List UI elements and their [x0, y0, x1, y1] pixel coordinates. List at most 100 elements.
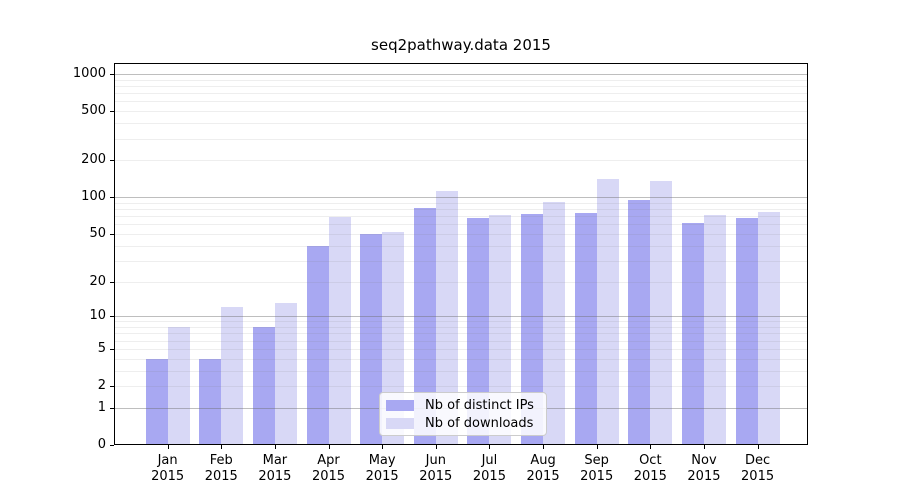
x-tick-month-dec: Dec [745, 453, 771, 468]
gridline-8 [115, 327, 807, 328]
gridline-700 [115, 93, 807, 95]
x-tick-year-jul: 2015 [472, 469, 506, 484]
legend: Nb of distinct IPs Nb of downloads [379, 392, 547, 436]
x-tick-mark-dec [757, 445, 759, 449]
x-tick-month-mar: Mar [262, 453, 288, 468]
x-tick-mark-apr [328, 445, 330, 449]
x-tick-label-jan: Jan 2015 [136, 453, 200, 485]
x-tick-year-nov: 2015 [687, 469, 721, 484]
x-tick-mark-nov [703, 445, 705, 449]
bar-distinct-ips-jul [467, 218, 490, 445]
gridline-500 [115, 111, 807, 113]
gridline-800 [115, 85, 807, 87]
y-tick-mark-500 [110, 111, 114, 113]
gridline-200 [115, 160, 807, 162]
legend-label-downloads: Nb of downloads [425, 415, 534, 431]
x-tick-mark-oct [650, 445, 652, 449]
x-tick-label-feb: Feb 2015 [189, 453, 253, 485]
gridline-10 [115, 316, 807, 318]
bar-downloads-apr [328, 216, 351, 445]
bar-downloads-feb [221, 307, 244, 445]
x-tick-mark-jun [435, 445, 437, 449]
x-tick-mark-may [382, 445, 384, 449]
gridline-20 [115, 281, 807, 283]
gridline-600 [115, 101, 807, 103]
x-tick-year-may: 2015 [365, 469, 399, 484]
x-tick-month-may: May [368, 453, 396, 468]
gridline-90 [115, 202, 807, 204]
y-tick-mark-10 [110, 316, 114, 318]
bar-downloads-sep [596, 179, 619, 445]
gridline-50 [115, 233, 807, 235]
x-tick-year-feb: 2015 [204, 469, 238, 484]
gridline-40 [115, 245, 807, 247]
x-tick-year-dec: 2015 [741, 469, 775, 484]
x-tick-label-oct: Oct 2015 [618, 453, 682, 485]
y-tick-mark-100 [110, 197, 114, 199]
x-tick-label-mar: Mar 2015 [243, 453, 307, 485]
x-tick-mark-sep [596, 445, 598, 449]
y-tick-label-5: 5 [97, 340, 106, 356]
bar-distinct-ips-dec [735, 218, 758, 445]
x-tick-month-sep: Sep [584, 453, 609, 468]
y-tick-mark-20 [110, 281, 114, 283]
x-tick-label-sep: Sep 2015 [565, 453, 629, 485]
x-tick-mark-jan [167, 445, 169, 449]
bar-distinct-ips-apr [306, 245, 329, 445]
x-tick-mark-aug [543, 445, 545, 449]
y-tick-mark-50 [110, 233, 114, 235]
bar-distinct-ips-mar [252, 327, 275, 445]
x-tick-year-aug: 2015 [526, 469, 560, 484]
x-tick-label-nov: Nov 2015 [672, 453, 736, 485]
x-tick-label-may: May 2015 [350, 453, 414, 485]
gridline-900 [115, 79, 807, 81]
y-tick-label-0: 0 [97, 437, 106, 452]
legend-label-distinct-ips: Nb of distinct IPs [425, 397, 534, 413]
bar-downloads-may [382, 231, 405, 445]
x-tick-year-jan: 2015 [151, 469, 185, 484]
bar-distinct-ips-aug [521, 213, 544, 445]
y-tick-label-100: 100 [81, 189, 106, 205]
x-tick-month-jul: Jul [481, 453, 498, 468]
gridline-30 [115, 260, 807, 262]
gridline-9 [115, 321, 807, 323]
gridline-100 [115, 197, 807, 199]
legend-entry-distinct-ips: Nb of distinct IPs [380, 396, 546, 414]
x-tick-mark-jul [489, 445, 491, 449]
bar-downloads-oct [650, 181, 673, 445]
x-tick-year-sep: 2015 [580, 469, 614, 484]
x-tick-month-nov: Nov [691, 453, 717, 468]
y-tick-mark-2 [110, 386, 114, 387]
y-tick-mark-5 [110, 348, 114, 350]
y-tick-label-200: 200 [81, 152, 106, 168]
x-tick-label-apr: Apr 2015 [297, 453, 361, 485]
x-tick-month-jun: Jun [425, 453, 446, 468]
legend-entry-downloads: Nb of downloads [380, 414, 546, 432]
gridline-5 [115, 348, 807, 350]
x-tick-year-mar: 2015 [258, 469, 292, 484]
bar-downloads-dec [757, 212, 780, 445]
y-tick-label-20: 20 [89, 273, 106, 289]
x-tick-year-oct: 2015 [633, 469, 667, 484]
bar-downloads-jun [435, 191, 458, 445]
gridline-7 [115, 333, 807, 335]
x-tick-month-feb: Feb [209, 453, 233, 468]
y-tick-label-1: 1 [97, 399, 106, 415]
x-tick-mark-feb [221, 445, 223, 449]
y-tick-label-50: 50 [89, 225, 106, 241]
y-tick-mark-1 [110, 407, 114, 409]
bar-distinct-ips-jan [145, 358, 168, 445]
bar-distinct-ips-may [360, 233, 383, 445]
bar-distinct-ips-sep [574, 213, 597, 445]
bar-downloads-aug [543, 201, 566, 445]
x-tick-label-aug: Aug 2015 [511, 453, 575, 485]
bar-downloads-mar [274, 303, 297, 445]
gridline-400 [115, 123, 807, 125]
bar-downloads-jan [167, 327, 190, 445]
gridline-60 [115, 224, 807, 226]
gridline-6 [115, 340, 807, 342]
gridline-3 [115, 370, 807, 372]
bar-distinct-ips-feb [199, 358, 222, 445]
ips-color-swatch [386, 399, 414, 411]
gridline-70 [115, 216, 807, 218]
